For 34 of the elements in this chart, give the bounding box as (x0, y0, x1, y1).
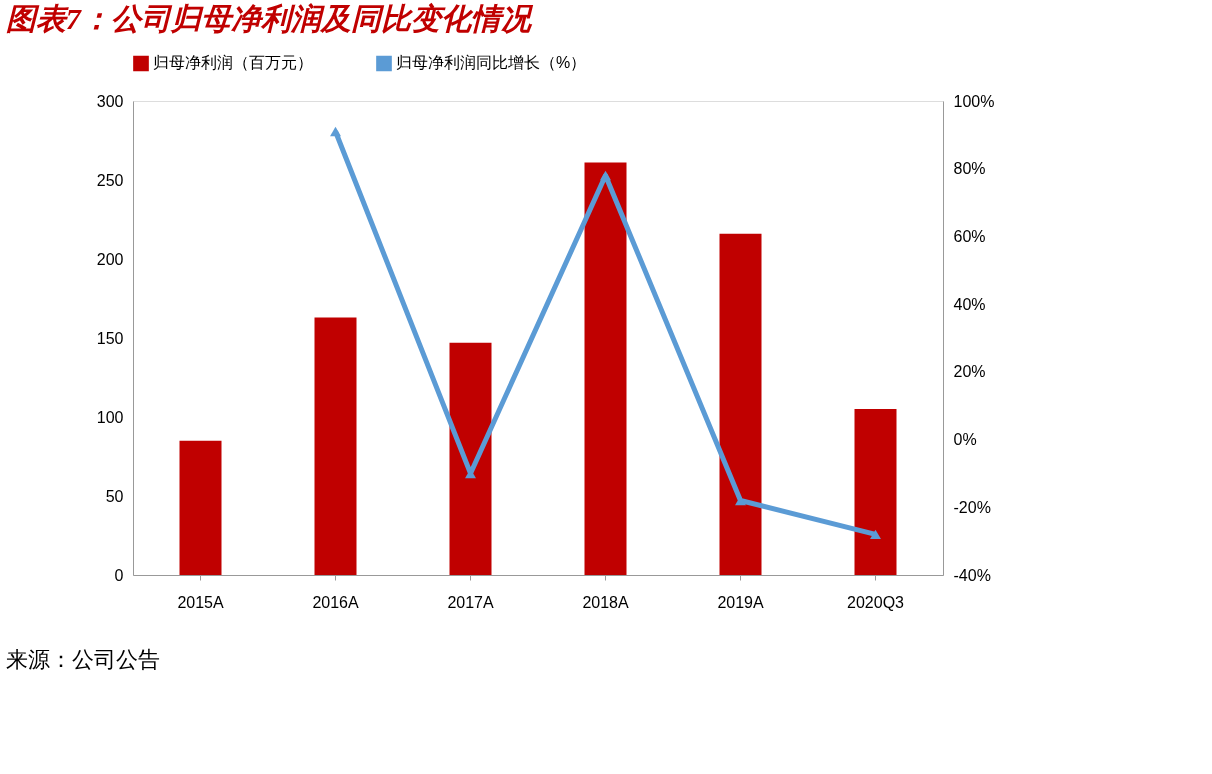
y-tick-label: 150 (96, 329, 124, 347)
x-tick-label: 2020Q3 (847, 593, 905, 611)
y2-tick-label: 100% (953, 92, 995, 110)
y2-tick-label: 0% (953, 431, 977, 449)
y-tick-label: 250 (96, 171, 124, 189)
point (870, 529, 881, 540)
y-tick-label: 0 (114, 566, 124, 584)
bar (584, 162, 627, 575)
y2-tick-label: 80% (953, 160, 986, 178)
bar (449, 342, 492, 575)
y-tick-label: 300 (96, 92, 124, 110)
legend-label: 归母净利润（百万元） (153, 54, 313, 72)
y2-tick-label: 60% (953, 227, 986, 245)
x-tick-label: 2015A (177, 593, 224, 611)
y2-tick-label: 20% (953, 363, 986, 381)
legend-label: 归母净利润同比增长（%） (396, 54, 587, 72)
bar (719, 233, 762, 575)
x-tick-label: 2019A (717, 593, 764, 611)
x-tick-label: 2018A (582, 593, 629, 611)
x-tick-label: 2016A (312, 593, 359, 611)
point (600, 170, 611, 181)
y2-tick-label: -20% (953, 498, 991, 516)
point (330, 126, 341, 137)
bar (314, 317, 357, 575)
y-tick-label: 100 (96, 408, 124, 426)
chart-title: 图表7：公司归母净利润及同比变化情况 (5, 2, 534, 35)
bar (854, 409, 897, 575)
y-tick-label: 200 (96, 250, 124, 268)
y-tick-label: 50 (105, 487, 124, 505)
bar (179, 440, 222, 575)
x-tick-label: 2017A (447, 593, 494, 611)
y2-tick-label: 40% (953, 295, 986, 313)
source-note: 来源：公司公告 (6, 647, 161, 672)
y2-tick-label: -40% (953, 566, 991, 584)
